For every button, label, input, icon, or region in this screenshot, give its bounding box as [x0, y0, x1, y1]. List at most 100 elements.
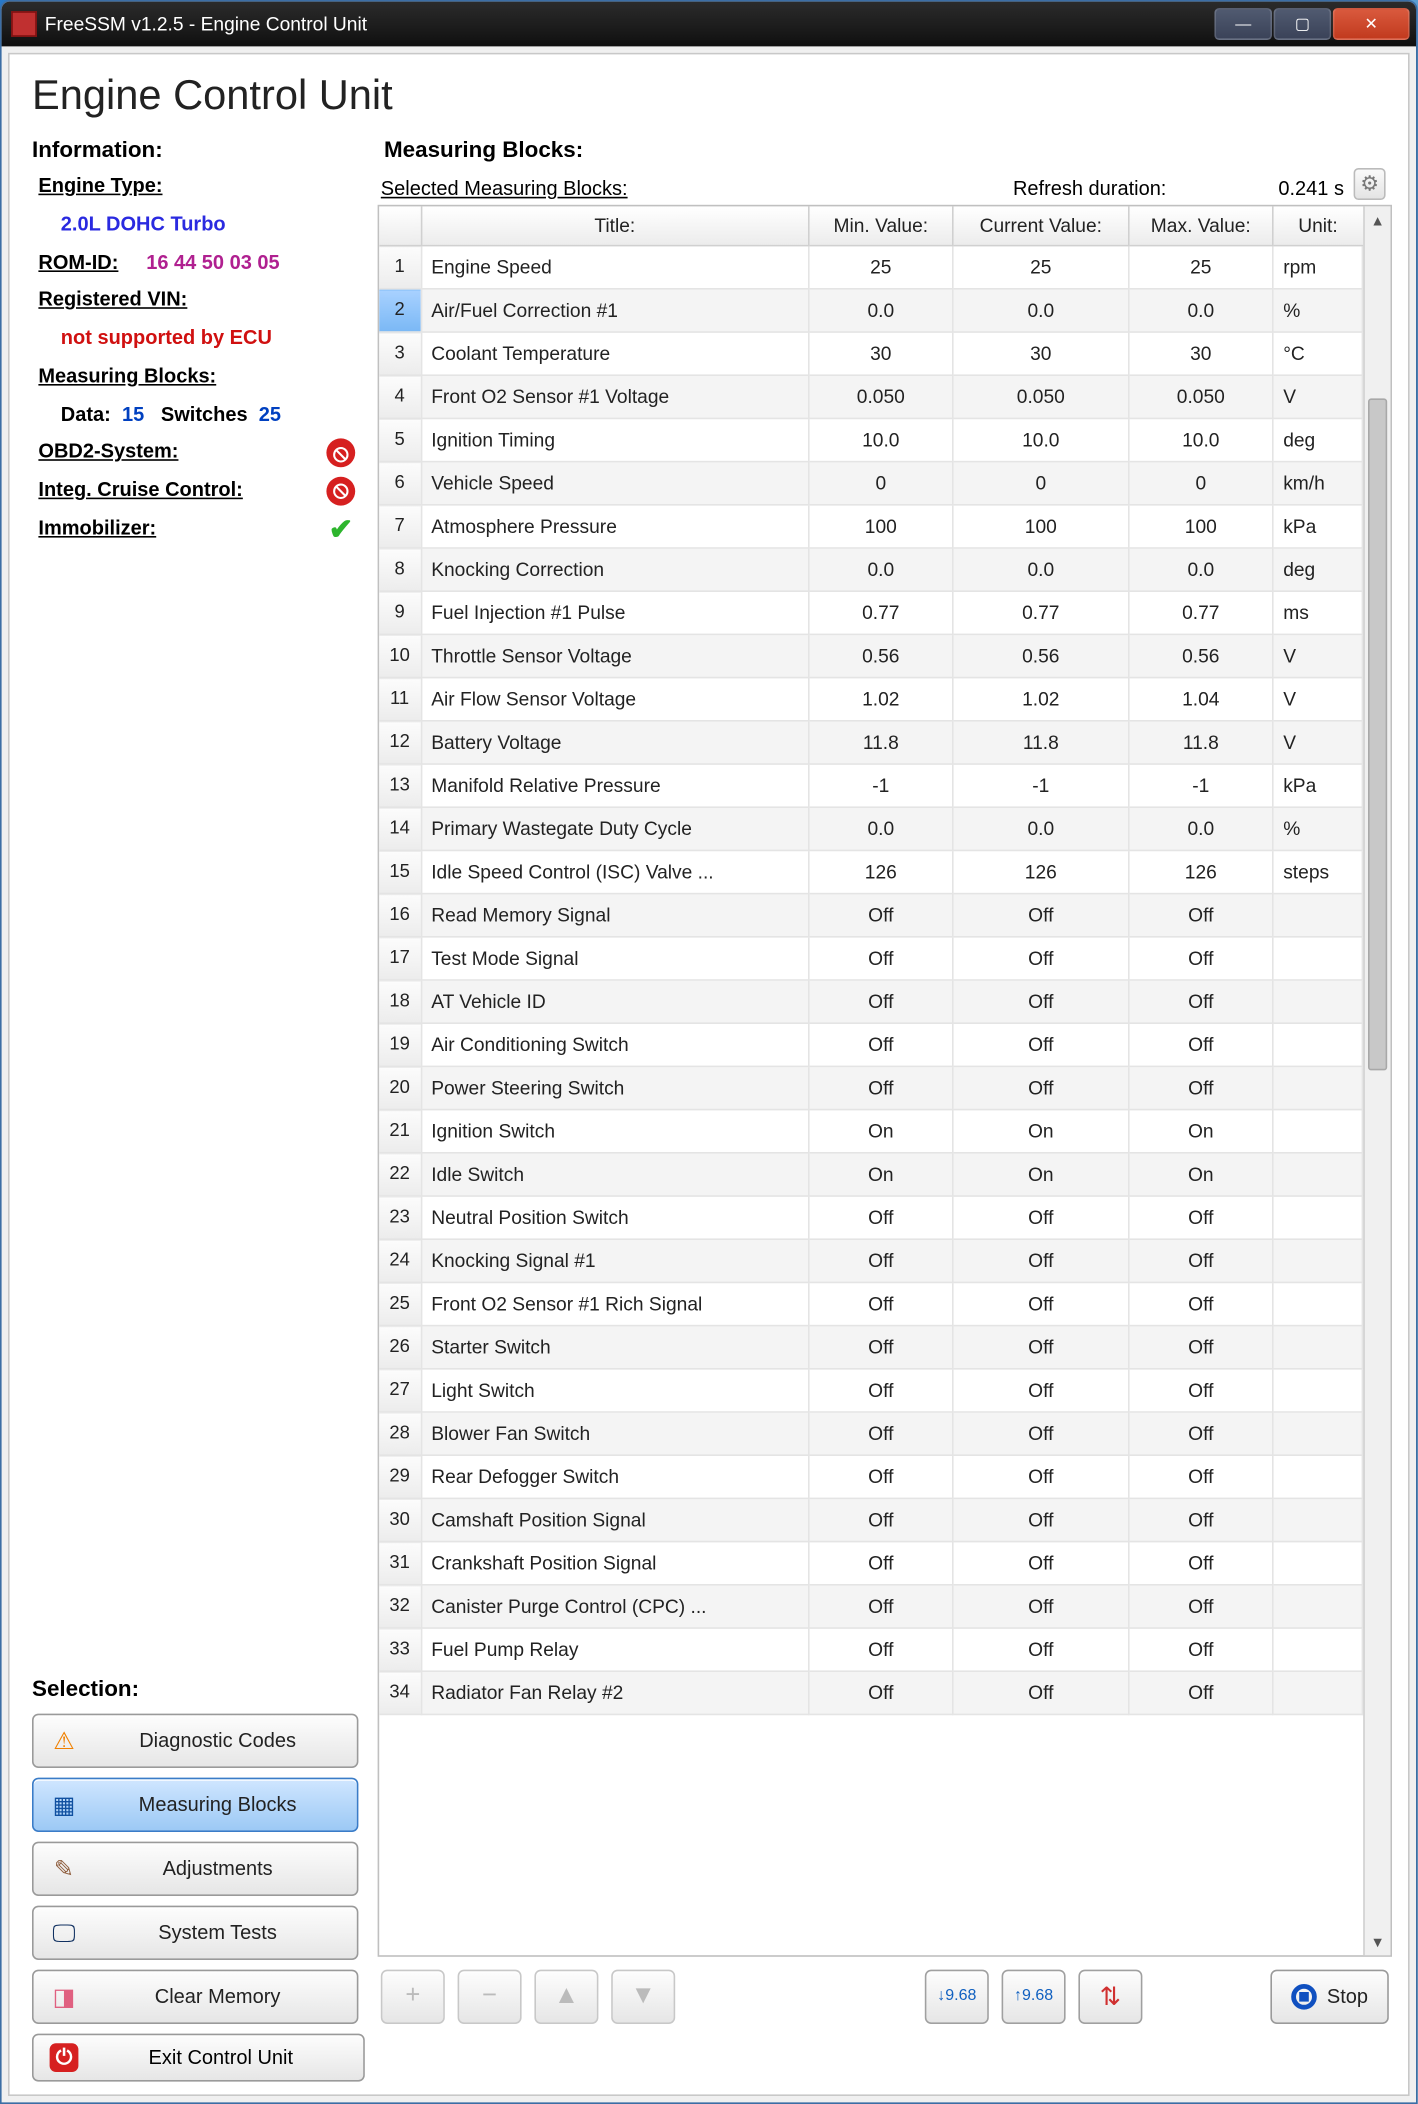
add-button[interactable]: + — [381, 1970, 445, 2024]
remove-button[interactable]: − — [458, 1970, 522, 2024]
selection-diagnostic-codes-button[interactable]: ⚠Diagnostic Codes — [32, 1714, 358, 1768]
table-row[interactable]: 28Blower Fan SwitchOffOffOff — [379, 1412, 1362, 1455]
maximize-button[interactable]: ▢ — [1274, 8, 1332, 40]
table-row[interactable]: 29Rear Defogger SwitchOffOffOff — [379, 1455, 1362, 1498]
row-max: 11.8 — [1129, 721, 1273, 764]
table-row[interactable]: 24Knocking Signal #1OffOffOff — [379, 1239, 1362, 1282]
close-button[interactable]: ✕ — [1333, 8, 1410, 40]
row-min: Off — [809, 1628, 953, 1671]
settings-icon[interactable]: ⚙ — [1354, 168, 1386, 200]
table-row[interactable]: 9Fuel Injection #1 Pulse0.770.770.77ms — [379, 591, 1362, 634]
minimize-button[interactable]: — — [1214, 8, 1272, 40]
table-row[interactable]: 12Battery Voltage11.811.811.8V — [379, 721, 1362, 764]
export-down-button[interactable]: ↓9.68 — [925, 1970, 989, 2024]
table-row[interactable]: 33Fuel Pump RelayOffOffOff — [379, 1628, 1362, 1671]
row-min: 0.0 — [809, 548, 953, 591]
table-row[interactable]: 3Coolant Temperature303030°C — [379, 332, 1362, 375]
table-row[interactable]: 14Primary Wastegate Duty Cycle0.00.00.0% — [379, 807, 1362, 850]
selection-clear-memory-button[interactable]: ◨Clear Memory — [32, 1970, 358, 2024]
column-header[interactable]: Unit: — [1273, 206, 1363, 245]
row-max: Off — [1129, 1671, 1273, 1714]
row-min: 0.77 — [809, 591, 953, 634]
vertical-scrollbar[interactable]: ▲ ▼ — [1363, 206, 1390, 1955]
table-row[interactable]: 32Canister Purge Control (CPC) ...OffOff… — [379, 1585, 1362, 1628]
row-cur: Off — [953, 1326, 1129, 1369]
table-row[interactable]: 5Ignition Timing10.010.010.0deg — [379, 418, 1362, 461]
table-row[interactable]: 22Idle SwitchOnOnOn — [379, 1153, 1362, 1196]
row-min: Off — [809, 1196, 953, 1239]
table-row[interactable]: 21Ignition SwitchOnOnOn — [379, 1110, 1362, 1153]
table-row[interactable]: 13Manifold Relative Pressure-1-1-1kPa — [379, 764, 1362, 807]
selection-adjustments-button[interactable]: ✎Adjustments — [32, 1842, 358, 1896]
plus-icon: + — [405, 1982, 420, 2011]
stop-button[interactable]: Stop — [1271, 1970, 1389, 2024]
scroll-down-icon[interactable]: ▼ — [1365, 1928, 1391, 1955]
row-max: 0.0 — [1129, 807, 1273, 850]
measuring-blocks-heading: Measuring Blocks: — [384, 136, 1392, 162]
row-min: 0 — [809, 462, 953, 505]
table-row[interactable]: 34Radiator Fan Relay #2OffOffOff — [379, 1671, 1362, 1714]
table-row[interactable]: 6Vehicle Speed000km/h — [379, 462, 1362, 505]
row-unit: V — [1273, 375, 1363, 418]
table-row[interactable]: 1Engine Speed252525rpm — [379, 246, 1362, 289]
table-row[interactable]: 4Front O2 Sensor #1 Voltage0.0500.0500.0… — [379, 375, 1362, 418]
column-header[interactable]: Max. Value: — [1129, 206, 1273, 245]
column-header[interactable] — [379, 206, 421, 245]
table-row[interactable]: 31Crankshaft Position SignalOffOffOff — [379, 1542, 1362, 1585]
table-row[interactable]: 27Light SwitchOffOffOff — [379, 1369, 1362, 1412]
table-row[interactable]: 15Idle Speed Control (ISC) Valve ...1261… — [379, 850, 1362, 893]
row-min: 0.050 — [809, 375, 953, 418]
row-unit — [1273, 1239, 1363, 1282]
column-header[interactable]: Current Value: — [953, 206, 1129, 245]
exit-control-unit-button[interactable]: Exit Control Unit — [32, 2034, 365, 2082]
row-title: AT Vehicle ID — [421, 980, 809, 1023]
row-unit: deg — [1273, 418, 1363, 461]
table-row[interactable]: 26Starter SwitchOffOffOff — [379, 1326, 1362, 1369]
row-unit — [1273, 937, 1363, 980]
row-title: Idle Switch — [421, 1153, 809, 1196]
selection-measuring-blocks-button[interactable]: ▦Measuring Blocks — [32, 1778, 358, 1832]
move-up-button[interactable]: ▲ — [534, 1970, 598, 2024]
table-row[interactable]: 16Read Memory SignalOffOffOff — [379, 894, 1362, 937]
reset-minmax-button[interactable]: ⇅ — [1078, 1970, 1142, 2024]
row-max: 10.0 — [1129, 418, 1273, 461]
table-row[interactable]: 20Power Steering SwitchOffOffOff — [379, 1066, 1362, 1109]
table-row[interactable]: 19Air Conditioning SwitchOffOffOff — [379, 1023, 1362, 1066]
table-row[interactable]: 17Test Mode SignalOffOffOff — [379, 937, 1362, 980]
table-row[interactable]: 10Throttle Sensor Voltage0.560.560.56V — [379, 634, 1362, 677]
column-header[interactable]: Min. Value: — [809, 206, 953, 245]
rom-id-value: 16 44 50 03 05 — [146, 250, 279, 272]
row-min: -1 — [809, 764, 953, 807]
down-icon: ▼ — [631, 1982, 656, 2011]
move-down-button[interactable]: ▼ — [611, 1970, 675, 2024]
scroll-thumb[interactable] — [1368, 398, 1387, 1070]
system-tests-icon: 🖵 — [50, 1918, 79, 1947]
scroll-up-icon[interactable]: ▲ — [1365, 206, 1391, 233]
export-up-button[interactable]: ↑9.68 — [1002, 1970, 1066, 2024]
row-title: Read Memory Signal — [421, 894, 809, 937]
selection-system-tests-button[interactable]: 🖵System Tests — [32, 1906, 358, 1960]
row-min: Off — [809, 894, 953, 937]
table-row[interactable]: 2Air/Fuel Correction #10.00.00.0% — [379, 289, 1362, 332]
row-title: Test Mode Signal — [421, 937, 809, 980]
titlebar[interactable]: FreeSSM v1.2.5 - Engine Control Unit — ▢… — [2, 2, 1416, 47]
table-row[interactable]: 30Camshaft Position SignalOffOffOff — [379, 1498, 1362, 1541]
column-header[interactable]: Title: — [421, 206, 809, 245]
row-cur: 100 — [953, 505, 1129, 548]
row-max: -1 — [1129, 764, 1273, 807]
adjustments-icon: ✎ — [50, 1854, 79, 1883]
power-icon — [50, 2043, 79, 2072]
table-row[interactable]: 23Neutral Position SwitchOffOffOff — [379, 1196, 1362, 1239]
table-row[interactable]: 7Atmosphere Pressure100100100kPa — [379, 505, 1362, 548]
table-row[interactable]: 25Front O2 Sensor #1 Rich SignalOffOffOf… — [379, 1282, 1362, 1325]
row-min: Off — [809, 1498, 953, 1541]
row-index: 20 — [379, 1066, 421, 1109]
row-title: Knocking Signal #1 — [421, 1239, 809, 1282]
table-row[interactable]: 8Knocking Correction0.00.00.0deg — [379, 548, 1362, 591]
row-title: Neutral Position Switch — [421, 1196, 809, 1239]
table-row[interactable]: 18AT Vehicle IDOffOffOff — [379, 980, 1362, 1023]
refresh-duration-value: 0.241 s — [1278, 178, 1344, 200]
table-row[interactable]: 11Air Flow Sensor Voltage1.021.021.04V — [379, 678, 1362, 721]
row-index: 16 — [379, 894, 421, 937]
row-index: 4 — [379, 375, 421, 418]
